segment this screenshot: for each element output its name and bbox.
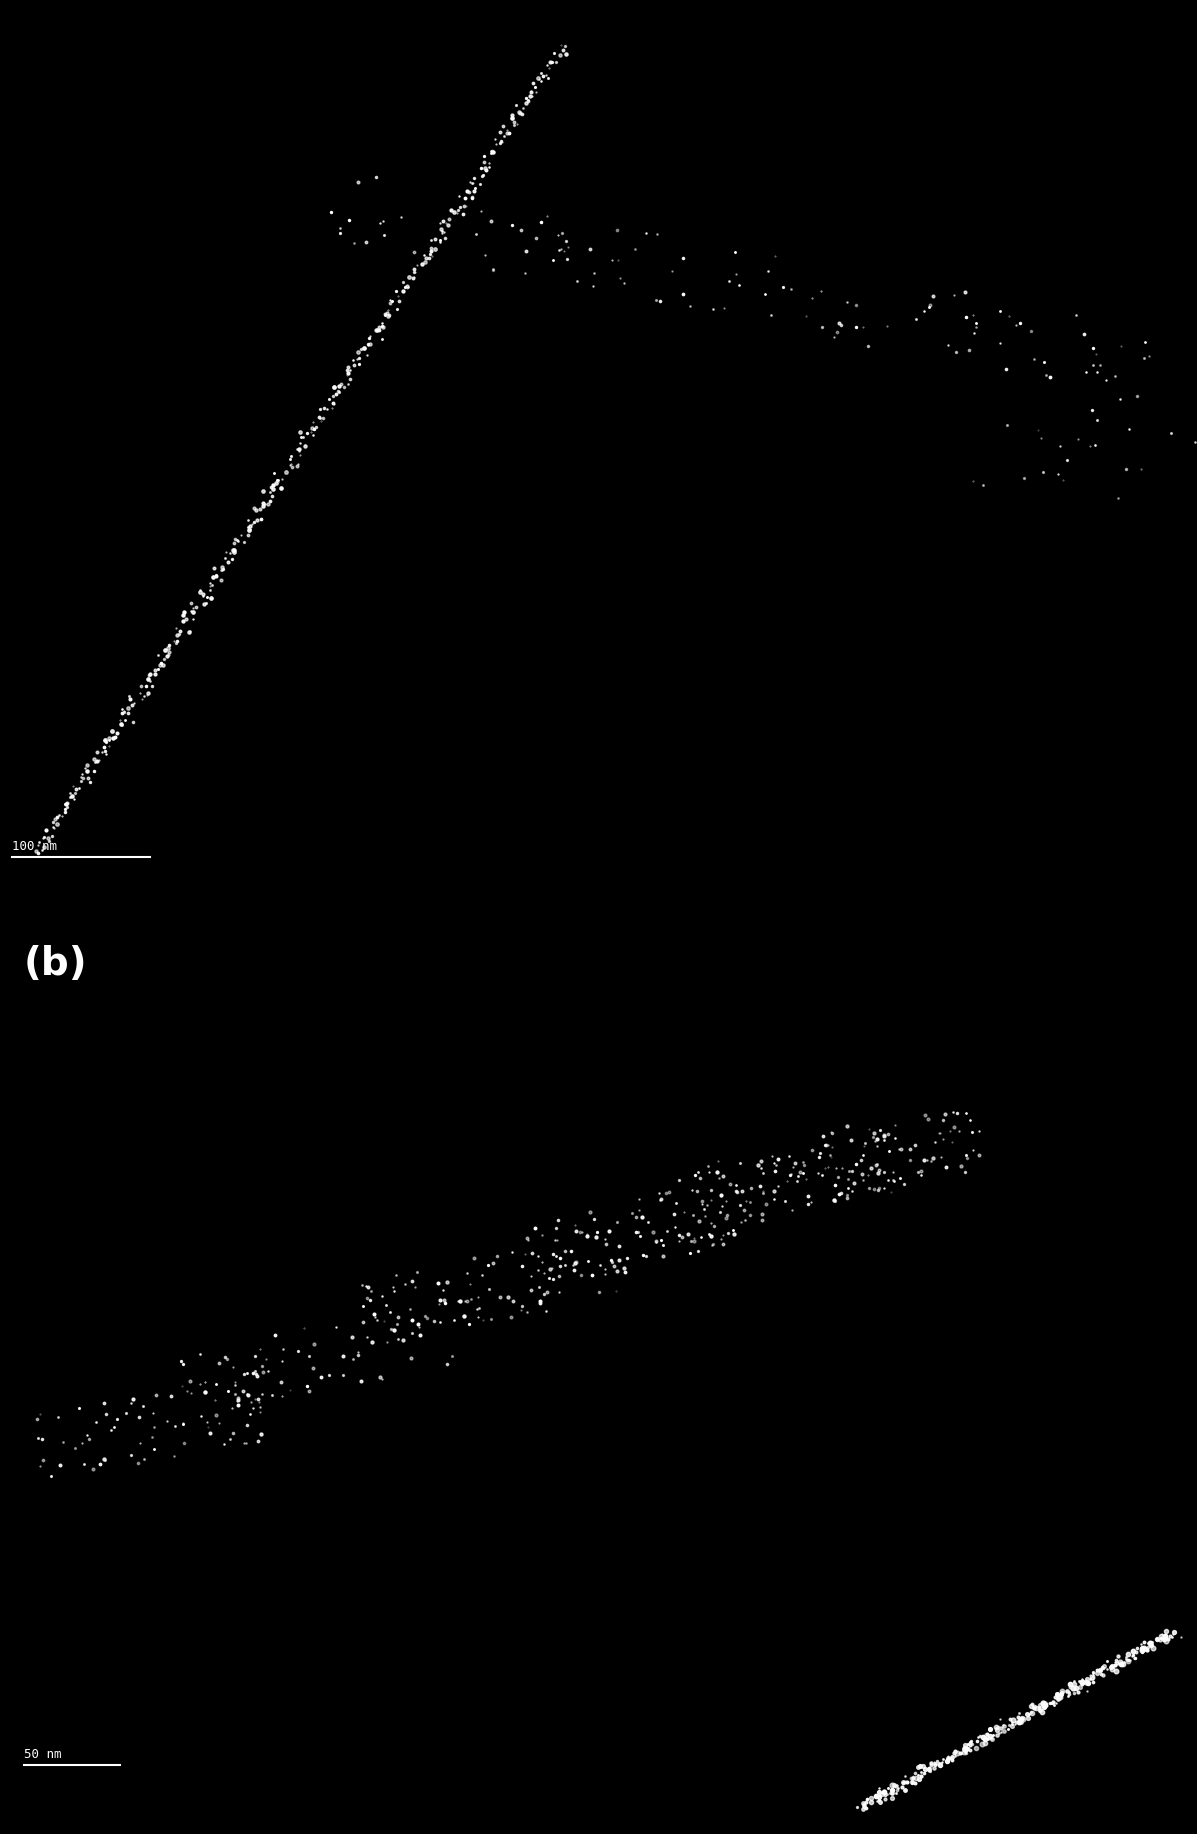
Text: 100 nm: 100 nm: [12, 840, 57, 853]
Text: 50 nm: 50 nm: [24, 1748, 61, 1761]
Text: (b): (b): [24, 945, 87, 983]
